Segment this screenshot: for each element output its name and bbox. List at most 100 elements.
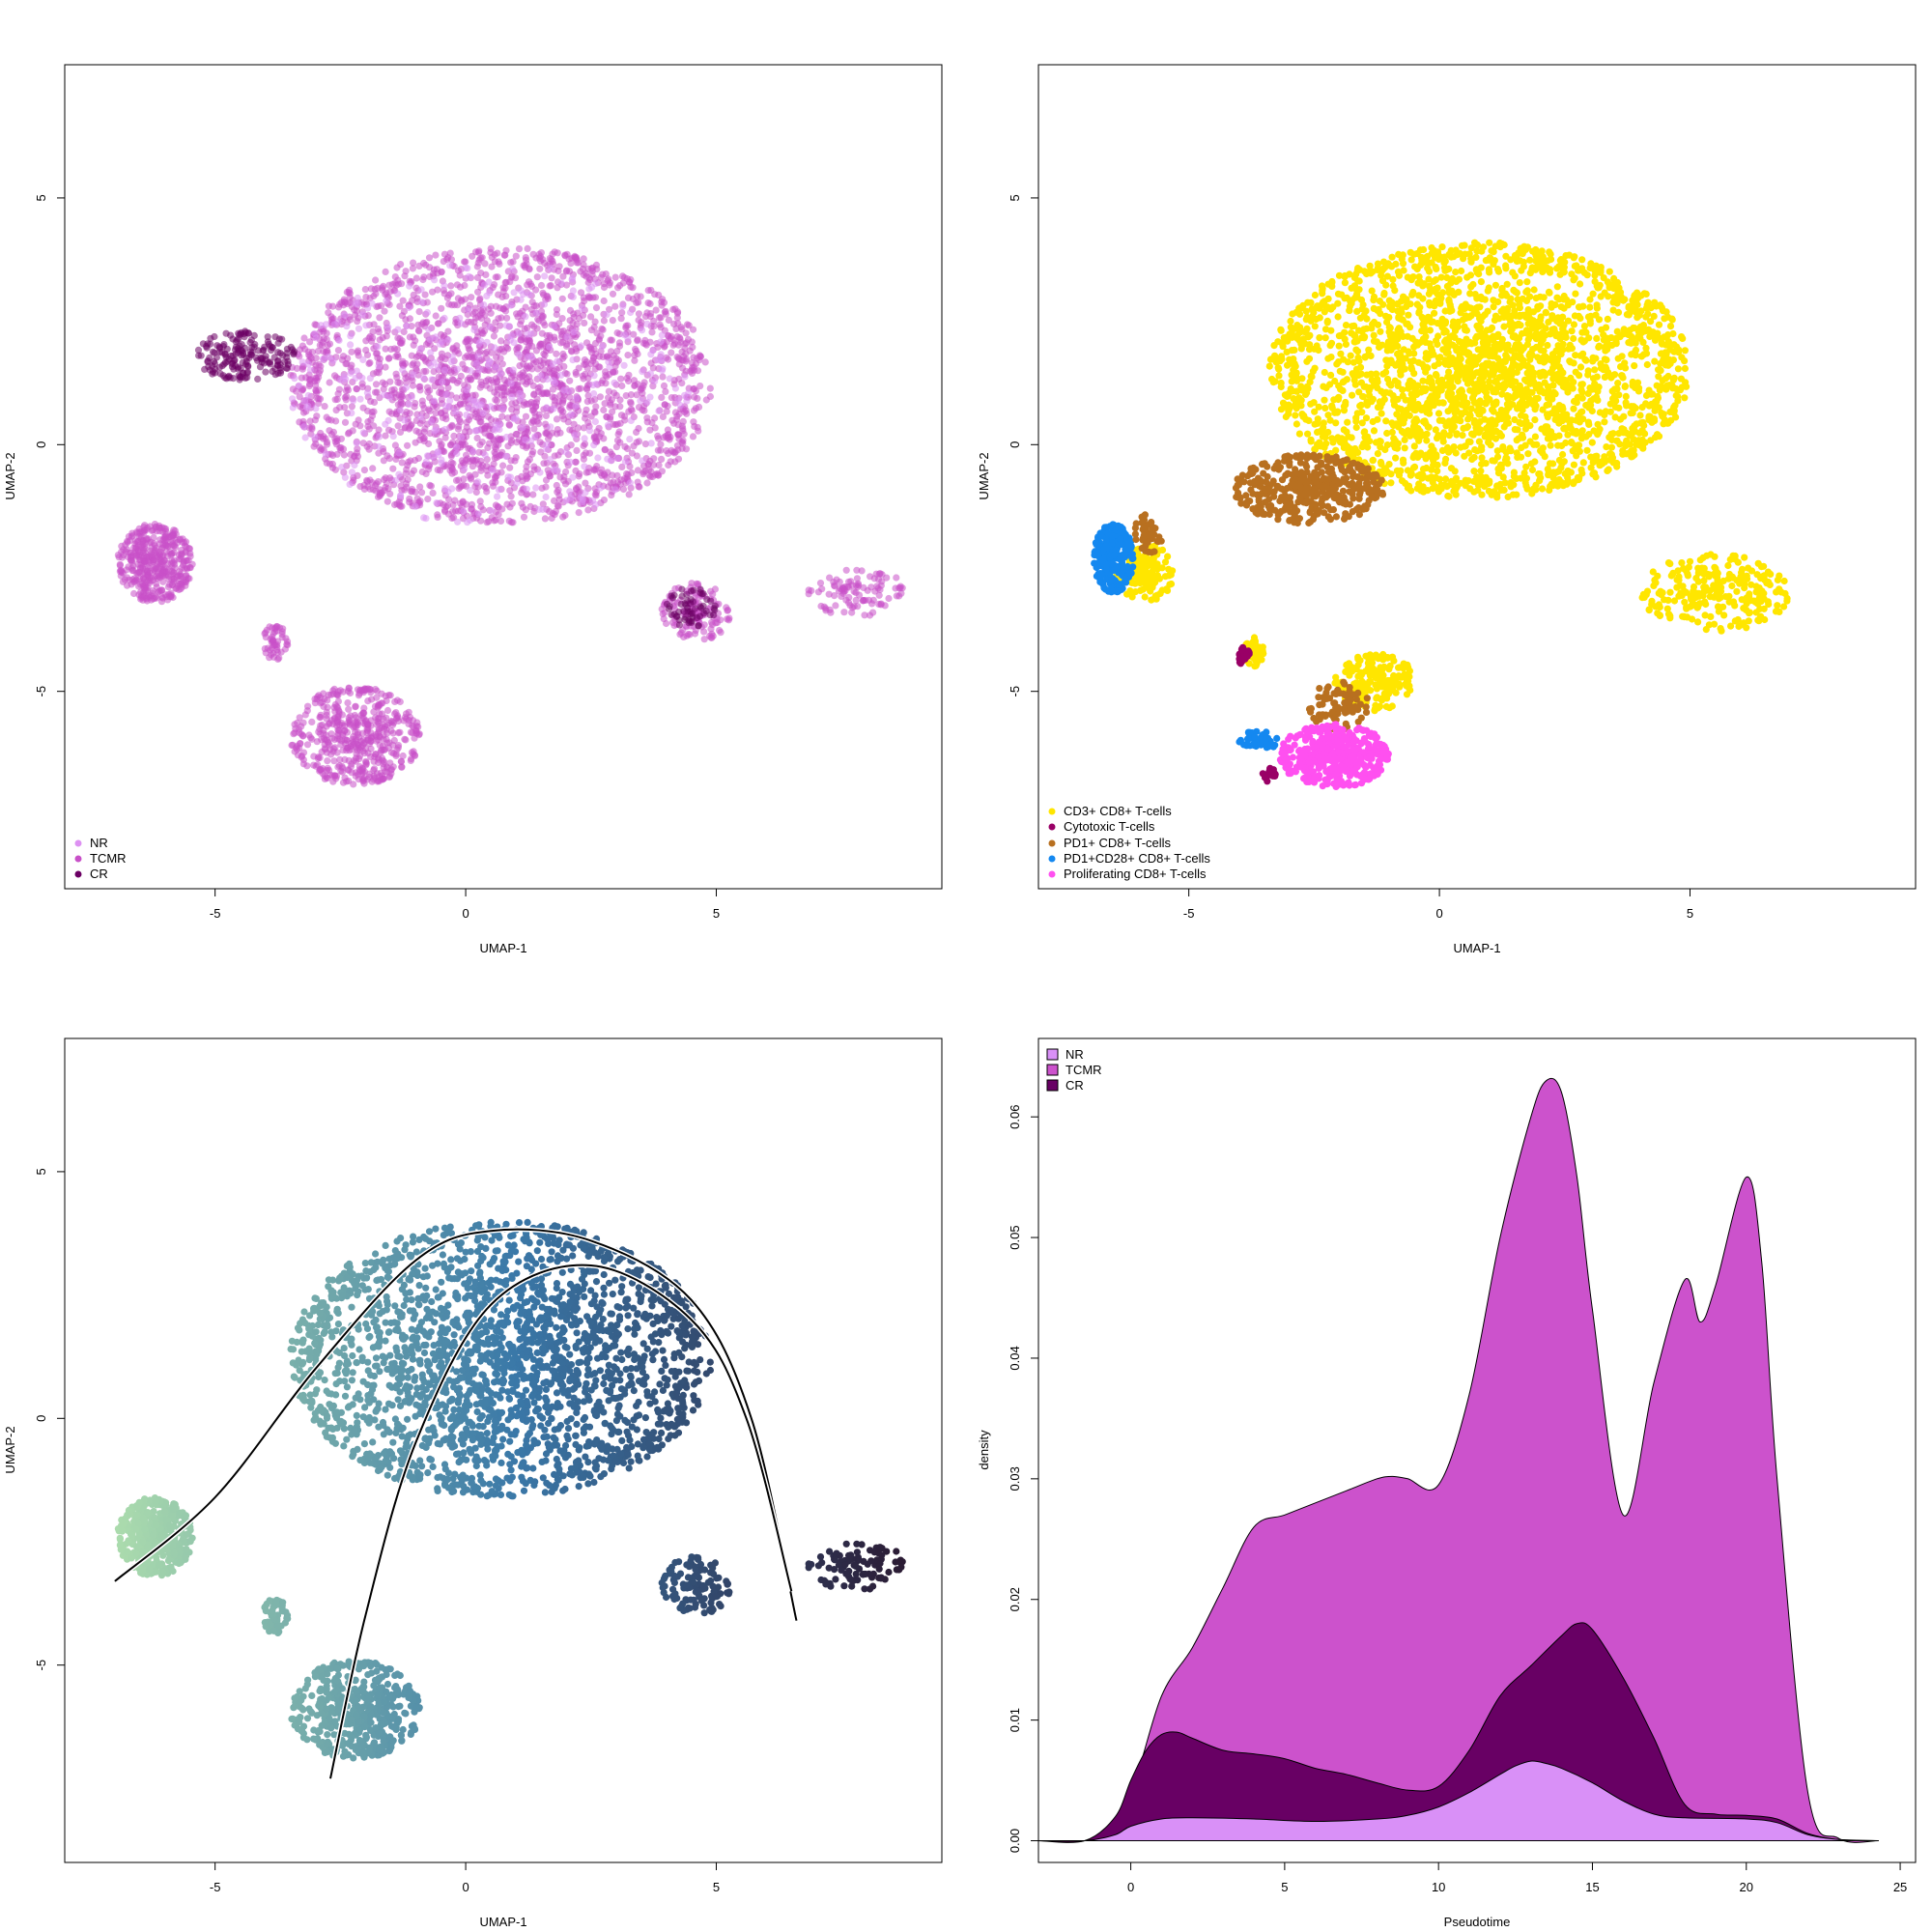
cell-point [682,329,690,337]
cell-point [725,614,733,622]
cell-point [343,736,351,744]
cell-point [347,332,355,340]
cell-point [669,448,677,456]
cell-point [468,353,475,360]
cell-point [337,767,345,775]
cell-point [124,574,131,582]
cell-point [135,525,143,532]
cell-point [126,537,134,545]
cell-point [490,332,497,340]
cell-point [481,451,489,459]
cell-point [279,625,287,633]
cell-point [457,320,465,327]
cell-point [478,329,486,337]
cell-point [293,364,300,372]
cell-point [354,318,361,326]
cell-point [399,297,407,304]
cell-point [509,258,517,266]
cell-point [1681,394,1689,402]
cell-point [509,366,517,374]
cell-point [380,735,387,743]
cell-point [591,408,599,415]
cell-point [472,413,480,421]
cell-point [362,760,370,768]
cell-point [474,478,482,486]
cell-point [594,454,602,462]
cell-point [479,409,487,417]
cell-point [535,317,543,325]
cell-point [603,474,611,482]
cell-point [484,443,492,452]
cell-point [290,349,298,356]
cell-point [352,702,359,710]
cell-point [395,470,403,478]
cell-point [583,398,591,406]
cell-point [412,502,419,510]
cell-point [120,546,128,554]
cell-point [627,416,635,424]
x-tick-label: -5 [210,906,221,921]
cell-point [643,309,651,317]
cell-point [653,469,662,477]
cell-point [652,306,660,314]
cell-point [613,329,621,337]
cell-point [618,463,626,470]
cell-point [651,378,659,385]
cell-point [150,557,157,566]
cell-point [460,475,468,483]
cell-point [1293,420,1300,428]
cell-point [591,318,599,326]
cell-point [352,714,359,722]
cell-point [712,619,720,627]
cell-point [350,781,357,788]
cell-point [587,313,595,321]
cell-point [563,370,571,378]
cell-point [668,618,677,627]
cell-point [451,507,460,515]
cell-point [334,347,342,355]
cell-point [670,591,678,599]
cell-point [510,339,518,347]
cell-point [690,586,697,594]
cell-point [573,394,581,402]
cell-point [524,330,531,338]
cell-point [433,499,440,507]
cell-point [364,304,372,312]
cell-point [372,686,380,694]
cell-point [553,350,560,357]
cell-point [680,391,689,399]
cell-point [367,729,375,737]
cell-point [831,592,838,600]
cell-point [569,293,577,300]
cell-point [271,371,279,379]
cell-point [611,389,618,397]
cell-point [604,421,612,429]
cell-point [504,473,512,481]
cell-point [127,556,135,564]
cell-point [348,760,355,768]
cell-point [615,342,624,350]
cell-point [602,380,610,387]
cell-point [222,329,230,337]
cell-point [646,299,654,308]
cell-point [385,393,393,401]
cell-point [659,365,667,373]
cell-point [687,596,695,604]
cell-point [522,254,529,262]
cell-point [538,484,546,492]
cell-point [530,323,538,330]
cell-point [282,635,290,642]
cell-point [577,384,584,392]
cell-point [597,273,605,281]
cell-point [528,450,536,458]
cell-point [671,458,679,466]
cell-point [622,392,630,400]
cell-point [372,388,380,396]
cell-point [344,355,352,362]
cell-point [535,505,543,513]
cell-point [470,326,478,333]
cell-point [369,334,377,342]
cell-point [532,347,540,355]
cell-point [717,629,724,637]
cell-point [1423,464,1431,472]
